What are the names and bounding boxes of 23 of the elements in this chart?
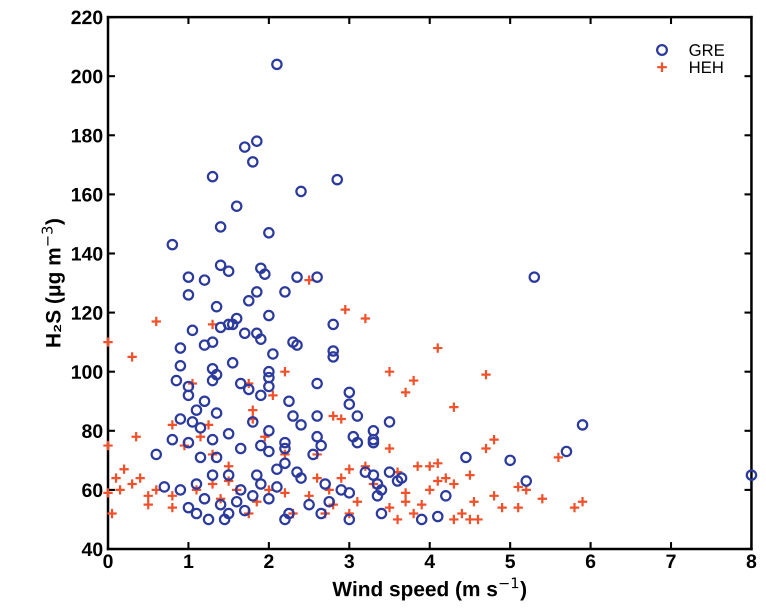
- y-tick-label: 80: [82, 424, 102, 438]
- x-tick-label: 4: [424, 554, 436, 568]
- x-tick-label: 1: [184, 554, 194, 568]
- x-tick-label: 0: [103, 554, 113, 568]
- y-tick-label: 180: [72, 128, 102, 143]
- legend-label: GRE: [690, 44, 724, 56]
- y-tick-label: 220: [71, 10, 102, 24]
- y-tick-label: 200: [71, 70, 102, 84]
- x-tick-label: 5: [505, 554, 516, 568]
- y-axis-title: H₂S (μg m$^{−3}$): [42, 219, 65, 347]
- y-tick-label: 100: [72, 365, 102, 379]
- x-tick-label: 3: [344, 554, 354, 568]
- x-tick-label: 2: [264, 554, 274, 568]
- x-tick-label: 8: [746, 554, 756, 568]
- y-tick-label: 40: [82, 542, 102, 556]
- y-tick-label: 120: [72, 306, 102, 320]
- x-axis-title: Wind speed (m s$^{−1}$): [332, 578, 526, 600]
- x-tick-label: 6: [586, 554, 596, 568]
- legend-label: HEH: [690, 62, 722, 74]
- y-tick-label: 140: [72, 246, 102, 261]
- y-tick-label: 160: [72, 188, 102, 202]
- y-tick-label: 60: [82, 483, 102, 498]
- x-tick-label: 7: [666, 554, 676, 568]
